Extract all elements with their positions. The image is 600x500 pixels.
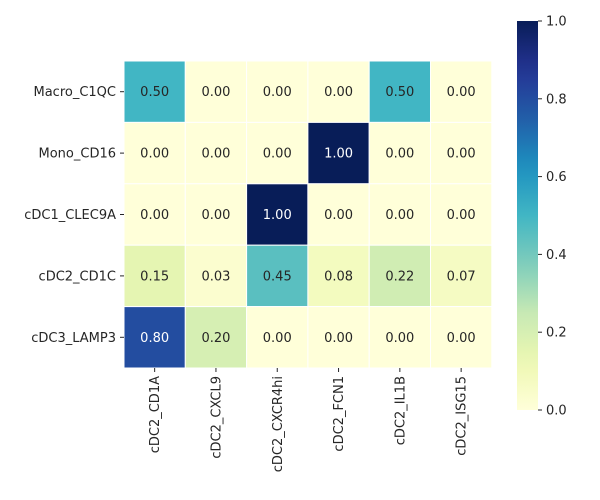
y-tick-label: cDC1_CLEC9A xyxy=(24,208,116,223)
cell-value-label: 1.00 xyxy=(324,147,353,162)
heatmap-cell xyxy=(184,121,248,185)
cell-value-label: 0.22 xyxy=(385,269,414,284)
cell-value-label: 0.08 xyxy=(324,269,353,284)
cell-value-label: 0.00 xyxy=(201,85,230,100)
heatmap-cell xyxy=(430,183,493,246)
x-tick-label: cDC2_CXCL9 xyxy=(209,376,224,459)
cell-value-label: 0.00 xyxy=(263,85,292,100)
y-tick-label: cDC3_LAMP3 xyxy=(31,331,116,346)
colorbar-tick-label: 0.0 xyxy=(546,404,567,419)
cell-value-label: 0.20 xyxy=(201,331,230,346)
heatmap-cell xyxy=(307,183,370,246)
heatmap-cell xyxy=(430,306,493,369)
heatmap-cell xyxy=(430,121,493,185)
heatmap-cell xyxy=(246,244,309,308)
heatmap-cell xyxy=(307,244,370,308)
x-tick-label: cDC2_ISG15 xyxy=(455,376,470,456)
cell-value-label: 0.00 xyxy=(201,208,230,223)
colorbar-tick-label: 0.2 xyxy=(546,326,567,341)
y-tick-label: cDC2_CD1C xyxy=(39,269,116,284)
heatmap-cell xyxy=(368,244,432,308)
x-tick-label: cDC2_CD1A xyxy=(148,376,163,453)
cell-value-label: 0.50 xyxy=(140,85,169,100)
x-axis: cDC2_CD1A cDC2_CXCL9 cDC2_CXCR4hi cDC2_FCN1… xyxy=(148,368,470,472)
colorbar-tick-label: 0.8 xyxy=(546,92,567,107)
x-tick-label: cDC2_CXCR4hi xyxy=(271,376,286,472)
colorbar-tick-label: 1.0 xyxy=(546,15,567,30)
heatmap-cell xyxy=(430,244,493,308)
heatmap-cell xyxy=(123,306,186,369)
heatmap-cell xyxy=(184,244,248,308)
cell-value-label: 0.00 xyxy=(324,331,353,346)
cell-value-label: 0.00 xyxy=(201,147,230,162)
heatmap-cell xyxy=(184,183,248,246)
heatmap-cell xyxy=(368,183,432,246)
cell-value-label: 0.00 xyxy=(447,85,476,100)
cell-value-label: 0.80 xyxy=(140,331,169,346)
cell-value-label: 0.00 xyxy=(385,208,414,223)
cell-value-label: 1.00 xyxy=(263,208,292,223)
x-tick-label: cDC2_FCN1 xyxy=(332,376,347,452)
heatmap-cell xyxy=(123,60,186,123)
colorbar: 0.0 0.2 0.4 0.6 0.8 1.0 xyxy=(517,15,567,419)
cell-value-label: 0.00 xyxy=(324,208,353,223)
heatmap-cell-labels: 0.50 0.00 0.00 0.00 0.50 0.00 0.00 0.00 0.00 1.00… xyxy=(140,85,475,346)
cell-value-label: 0.00 xyxy=(140,147,169,162)
cell-value-label: 0.00 xyxy=(385,331,414,346)
cell-value-label: 0.00 xyxy=(140,208,169,223)
cell-value-label: 0.45 xyxy=(263,269,292,284)
y-tick-label: Macro_C1QC xyxy=(33,85,116,100)
cell-value-label: 0.00 xyxy=(447,147,476,162)
heatmap-cells xyxy=(123,60,493,369)
cell-value-label: 0.50 xyxy=(385,85,414,100)
colorbar-tick-label: 0.4 xyxy=(546,248,567,263)
cell-value-label: 0.00 xyxy=(324,85,353,100)
heatmap-cell xyxy=(430,60,493,123)
heatmap-cell xyxy=(123,244,186,308)
x-tick-label: cDC2_IL1B xyxy=(393,376,408,445)
cell-value-label: 0.00 xyxy=(447,208,476,223)
colorbar-tick-label: 0.6 xyxy=(546,170,567,185)
cell-value-label: 0.00 xyxy=(385,147,414,162)
cell-value-label: 0.03 xyxy=(201,269,230,284)
y-axis: Macro_C1QC Mono_CD16 cDC1_CLEC9A cDC2_CD1Cc… xyxy=(24,85,124,346)
heatmap-cell xyxy=(246,306,309,369)
cell-value-label: 0.00 xyxy=(263,147,292,162)
cell-value-label: 0.15 xyxy=(140,269,169,284)
heatmap-cell xyxy=(368,306,432,369)
cell-value-label: 0.07 xyxy=(447,269,476,284)
heatmap-cell xyxy=(307,121,370,185)
heatmap-cell xyxy=(246,60,309,123)
cell-value-label: 0.00 xyxy=(263,331,292,346)
cell-value-label: 0.00 xyxy=(447,331,476,346)
colorbar-gradient xyxy=(517,21,538,410)
y-tick-label: Mono_CD16 xyxy=(39,147,117,162)
heatmap-cell xyxy=(307,306,370,369)
heatmap-cell xyxy=(184,60,248,123)
